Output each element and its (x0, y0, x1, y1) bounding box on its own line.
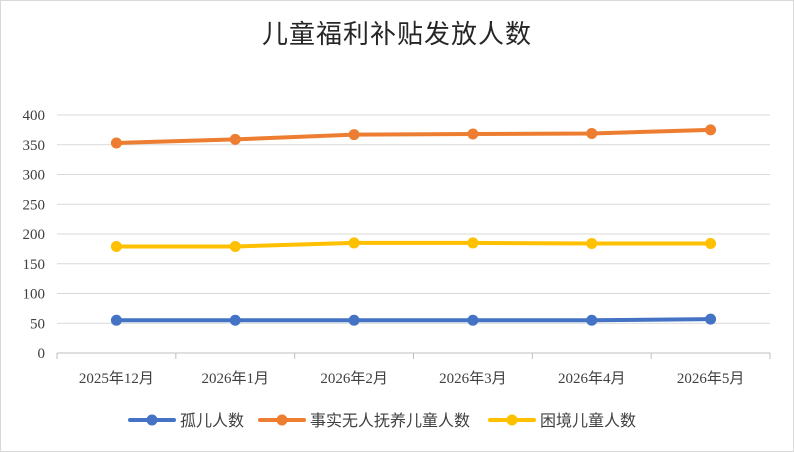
legend-marker (276, 414, 288, 426)
legend-marker (506, 414, 518, 426)
data-point (229, 314, 241, 326)
data-point (705, 124, 717, 136)
series-group (110, 124, 717, 326)
x-tick-label: 2026年4月 (558, 370, 626, 387)
series-line-0 (114, 317, 713, 323)
legend: 孤儿人数 事实无人抚养儿童人数 困境儿童人数 (128, 411, 636, 430)
x-tick-label: 2026年3月 (439, 370, 507, 387)
data-point (586, 127, 598, 139)
data-point (705, 238, 717, 250)
series-line-1 (114, 127, 713, 145)
data-point (110, 137, 122, 149)
y-tick-label: 250 (23, 197, 46, 213)
y-tick-label: 300 (23, 168, 46, 184)
y-tick-label: 350 (23, 138, 46, 154)
data-point (229, 133, 241, 145)
legend-label: 事实无人抚养儿童人数 (310, 411, 470, 430)
data-point (705, 313, 717, 325)
y-tick-label: 100 (23, 287, 46, 303)
data-point (229, 240, 241, 252)
data-point (348, 314, 360, 326)
data-point (586, 314, 598, 326)
x-tick-label: 2026年2月 (320, 370, 388, 387)
data-point (110, 240, 122, 252)
x-tick-label: 2026年1月 (201, 370, 269, 387)
legend-label: 孤儿人数 (180, 411, 244, 430)
axes: 0 50 100 150 200 250 300 350 400 2025年12月 2026年1月 2… (23, 108, 771, 387)
data-point (110, 314, 122, 326)
y-tick-label: 200 (23, 227, 46, 243)
data-point (467, 128, 479, 140)
chart-title: 儿童福利补贴发放人数 (261, 20, 532, 50)
data-point (348, 129, 360, 141)
legend-marker (146, 414, 158, 426)
x-tick-label: 2025年12月 (79, 370, 154, 387)
data-point (467, 237, 479, 249)
y-tick-label: 0 (38, 346, 46, 362)
gridlines (57, 114, 770, 324)
series-line-2 (114, 240, 713, 249)
legend-label: 困境儿童人数 (540, 411, 636, 430)
data-point (348, 237, 360, 249)
y-tick-label: 150 (23, 257, 46, 273)
x-tick-label: 2026年5月 (677, 370, 745, 387)
y-tick-label: 400 (23, 108, 46, 124)
data-point (586, 238, 598, 250)
y-tick-label: 50 (30, 316, 45, 332)
data-point (467, 314, 479, 326)
